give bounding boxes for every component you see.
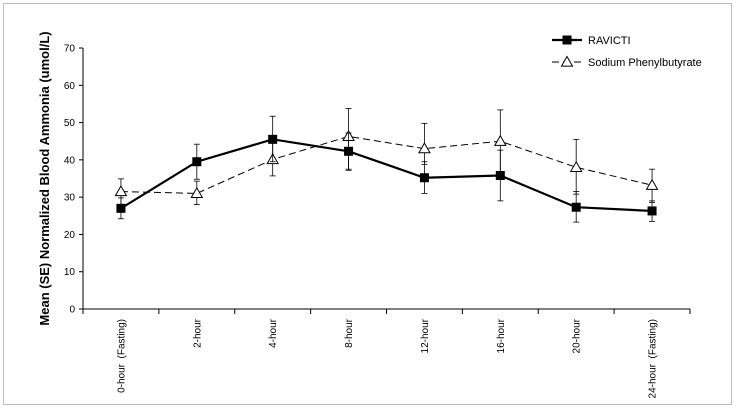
series-line (120, 135, 653, 194)
data-point (418, 142, 431, 154)
y-tick-label: 40 (64, 155, 76, 166)
legend-label: Sodium Phenylbutyrate (588, 57, 702, 69)
data-point (495, 171, 505, 181)
x-tick-label: 0-hour (Fasting) (116, 319, 127, 393)
series-line (120, 138, 653, 213)
y-tick-label: 60 (64, 81, 76, 92)
y-tick-label: 70 (64, 44, 76, 55)
y-tick-label: 30 (64, 193, 76, 204)
data-point (645, 178, 659, 190)
data-point (493, 134, 507, 146)
data-point (190, 186, 204, 199)
y-tick-label: 0 (69, 305, 75, 316)
x-tick-label: 4-hour (268, 318, 279, 348)
y-tick-label: 50 (64, 118, 76, 129)
x-tick-label: 20-hour (572, 318, 583, 353)
data-point (268, 134, 278, 144)
data-point (116, 203, 126, 213)
legend-item-ravicti: RAVICTI (552, 35, 631, 47)
x-tick-label: 12-hour (420, 318, 431, 353)
legend-item-sodium-phenylbutyrate: Sodium Phenylbutyrate (552, 55, 702, 69)
data-point (344, 146, 354, 156)
axes (82, 48, 690, 310)
y-axis-ticks: 0 10 20 30 40 50 60 70 (64, 44, 83, 316)
data-point (114, 185, 128, 197)
data-point (647, 206, 657, 216)
x-axis-ticks: 0-hour (Fasting) 2-hour 4-hour 8-hour 12-hou… (82, 309, 691, 398)
legend-label: RAVICTI (588, 35, 631, 47)
x-tick-label: 2-hour (192, 318, 203, 348)
x-tick-label: 8-hour (344, 318, 355, 348)
legend-marker (562, 35, 572, 45)
y-tick-label: 10 (64, 267, 76, 278)
series-layer (114, 108, 659, 223)
data-point (569, 160, 583, 172)
x-tick-label: 16-hour (496, 318, 507, 353)
legend-marker (560, 55, 574, 67)
x-tick-label: 24-hour (Fasting) (648, 319, 659, 398)
y-tick-label: 20 (64, 230, 76, 241)
series-ravicti (116, 115, 657, 223)
legend: RAVICTI Sodium Phenylbutyrate (552, 35, 702, 69)
y-axis-title: Mean (SE) Normalized Blood Ammonia (umol… (37, 31, 52, 325)
data-point (571, 202, 581, 212)
data-point (419, 173, 429, 183)
data-point (192, 157, 202, 167)
